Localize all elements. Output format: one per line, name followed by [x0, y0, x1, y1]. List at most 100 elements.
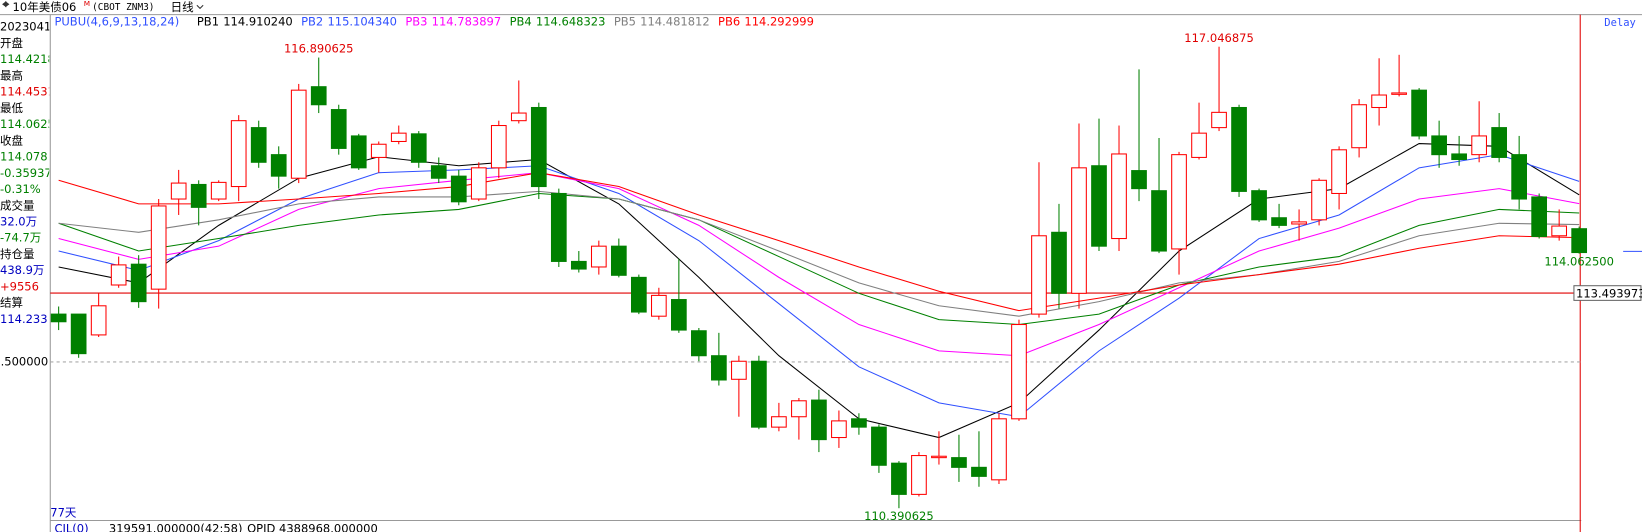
candle-body	[630, 276, 647, 313]
ma-line	[58, 172, 1580, 312]
candle-body	[70, 313, 87, 355]
indicator[interactable]: PUBU(4,6,9,13,18,24)	[54, 14, 179, 28]
candle-body	[1551, 225, 1568, 237]
candle-body	[971, 466, 987, 477]
info-item: 114.078	[0, 150, 48, 164]
info-item: 开盘	[0, 36, 23, 50]
candle-body	[370, 143, 387, 158]
high-annotation: 116.890625	[284, 42, 354, 56]
info-item: 438.9万	[0, 263, 44, 277]
legend-name: PB2	[301, 14, 323, 28]
candle-body	[871, 426, 887, 466]
candle-body	[1511, 154, 1528, 200]
status: Delay	[1604, 17, 1636, 29]
candle-body	[150, 205, 167, 290]
candle-body	[1311, 179, 1327, 221]
candle-body	[1331, 149, 1347, 194]
candle-body	[1091, 165, 1107, 247]
candle-body	[270, 154, 287, 177]
candle-body	[310, 86, 327, 106]
legend-value: 114.292999	[744, 14, 814, 28]
candle-body	[1111, 153, 1127, 240]
candle-body	[1191, 132, 1207, 158]
symbol-mark: M	[84, 0, 90, 8]
candle-body	[470, 167, 487, 200]
candle-body	[1251, 190, 1267, 221]
price-label: 113.493973	[1576, 287, 1642, 301]
symbol[interactable]: 10年美债06	[13, 0, 77, 14]
candle-body	[791, 400, 807, 418]
candle-body	[851, 418, 867, 428]
candle-body	[1571, 228, 1588, 254]
candle-body	[330, 109, 347, 149]
candle-body	[911, 455, 927, 495]
candle-body	[230, 120, 247, 188]
footer-item: CJL(0)	[54, 521, 88, 532]
info-item: 最高	[0, 68, 23, 82]
info-panel: 20230419 开盘 114.4218 最高 114.4531 最低 114.0625 收盘…	[0, 20, 55, 369]
candle-body	[1051, 231, 1067, 294]
info-item: 114.233	[0, 312, 48, 326]
legend-name: PB3	[405, 14, 427, 28]
candle-body	[1451, 153, 1467, 161]
legend-name: PB1	[197, 14, 219, 28]
candle-body	[250, 127, 267, 163]
candle-body	[671, 299, 687, 331]
candle-body	[610, 245, 627, 276]
candle-body	[190, 183, 207, 208]
candle-body	[751, 360, 767, 428]
low-annotation: 110.390625	[864, 509, 934, 523]
legend-value: 114.910240	[223, 14, 293, 28]
ma-line	[58, 172, 1580, 357]
candle-body	[1031, 235, 1047, 315]
candle-body	[510, 112, 527, 122]
candle-body	[50, 313, 67, 323]
info-item: 最低	[0, 101, 23, 115]
nav-icon[interactable]	[2, 1, 10, 8]
candle-body	[1291, 221, 1307, 225]
candle-body	[771, 416, 787, 428]
candle-body	[590, 245, 607, 268]
info-item: 114.4531	[0, 85, 55, 99]
candle-body	[550, 192, 567, 262]
candle-body	[530, 106, 547, 188]
footer-item: OPID 4388968.000000	[247, 521, 378, 532]
footer-item: 319591.000000(42:58)	[109, 521, 243, 532]
info-item: 114.4218	[0, 52, 55, 66]
candle-body	[1351, 104, 1367, 149]
info-item: 成交量	[0, 198, 34, 212]
ma-line	[58, 190, 1580, 317]
period-chevron[interactable]	[196, 4, 204, 10]
candle-body	[410, 133, 427, 163]
info-item: -74.7万	[0, 231, 41, 245]
info-item: -0.35937	[0, 166, 52, 180]
candle-body	[390, 132, 407, 142]
candle-body	[490, 125, 507, 169]
ma-line	[58, 192, 1580, 326]
candle-body	[1271, 217, 1287, 226]
candle-body	[1431, 135, 1447, 156]
info-item: 32.0万	[0, 215, 37, 229]
candle-body	[290, 89, 307, 179]
candle-body	[831, 420, 847, 439]
candle-body	[1491, 127, 1507, 158]
legend-name: PB6	[718, 14, 740, 28]
candle-body	[1531, 196, 1548, 237]
symbol-code: (CBOT ZNM3)	[92, 2, 154, 13]
candle-body	[891, 462, 907, 495]
candle-body	[570, 260, 587, 270]
candle-body	[1011, 323, 1027, 420]
candle-body	[450, 175, 467, 203]
candle-body	[1411, 89, 1427, 137]
info-item: +9556	[0, 279, 39, 293]
candle-body	[1231, 106, 1247, 192]
legend-value: 115.104340	[327, 14, 397, 28]
price-box	[1573, 285, 1642, 301]
y-tick-label: 112.500000	[0, 354, 48, 368]
period[interactable]: 日线	[171, 0, 194, 14]
candle-body	[110, 264, 127, 286]
candle-body	[430, 165, 447, 179]
candle-body	[1071, 167, 1087, 294]
